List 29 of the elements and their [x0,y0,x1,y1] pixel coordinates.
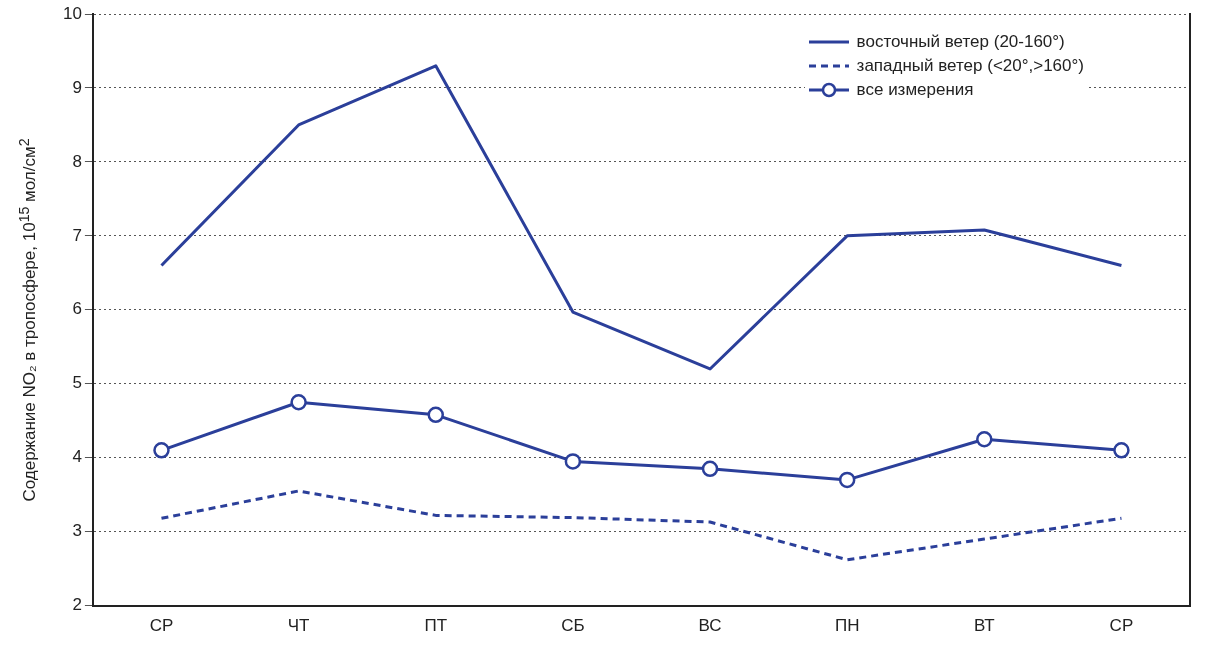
y-tick-label: 6 [72,299,82,319]
point [838,471,856,489]
point [427,406,444,424]
y-tick-label: 10 [62,3,82,23]
x-tick-label: ПТ [424,616,448,636]
x-tick-label: СБ [561,616,585,636]
point [153,442,170,459]
point [701,460,719,478]
x-tick-label: ЧТ [287,616,310,636]
y-tick-label: 9 [72,77,82,97]
legend-label: восточный ветер (20-160°) [856,32,1065,52]
y-tick-label: 3 [72,521,82,541]
x-tick-label: ВС [698,616,722,636]
x-tick-label: ПН [834,616,860,636]
x-tick-label: ВТ [974,616,995,636]
y-tick-label: 5 [72,373,82,393]
y-tick-label: 8 [72,151,82,171]
y-tick-label: 7 [72,225,82,245]
y-tick-label: 4 [72,447,82,467]
y-tick-label: 2 [72,595,82,615]
point [1113,442,1130,459]
legend-label: западный ветер (<20°,>160°) [856,56,1084,76]
point [976,430,993,448]
x-tick-label: СР [149,616,174,636]
line-series [159,489,1123,562]
legend-label: все измерения [856,80,974,100]
point [564,453,582,470]
point [290,393,307,411]
x-tick-label: СР [1109,616,1134,636]
